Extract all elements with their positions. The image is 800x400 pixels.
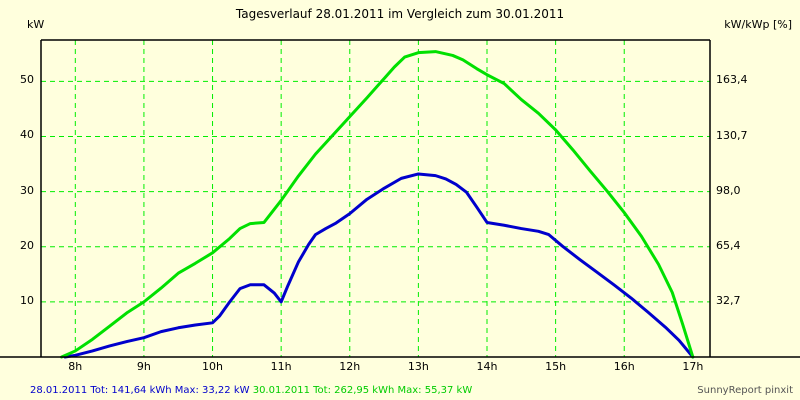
y-axis-right-title: kW/kWp [%] [724,18,792,31]
legend-item-series-a: 28.01.2011 Tot: 141,64 kWh Max: 33,22 kW [30,385,250,396]
x-axis-tick-label: 14h [476,360,498,373]
x-axis-tick-label: 12h [339,360,361,373]
x-axis-tick-label: 17h [682,360,704,373]
x-axis-tick-label: 16h [613,360,635,373]
y-axis-right-tick-label: 163,4 [716,73,748,87]
series-line-a [63,172,695,359]
x-axis-tick-label: 10h [202,360,224,373]
y-axis-left-tick-label: 30 [20,183,34,197]
y-axis-right-tick-label: 130,7 [716,128,748,142]
series-line-b [60,50,695,359]
y-axis-left-tick-label: 20 [20,238,34,252]
y-axis-left-tick-label: 10 [20,293,34,307]
y-axis-right-tick-label: 65,4 [716,238,741,252]
chart-title: Tagesverlauf 28.01.2011 im Vergleich zum… [235,7,565,21]
x-axis-tick-label: 15h [545,360,567,373]
x-axis-tick-label: 11h [270,360,292,373]
plot-background [41,40,710,357]
x-axis-tick-label: 9h [136,360,151,373]
y-axis-left-title: kW [27,18,45,31]
chart-legend: 28.01.2011 Tot: 141,64 kWh Max: 33,22 kW… [30,385,472,396]
y-axis-left-tick-label: 40 [20,128,34,142]
x-axis-tick-label: 13h [407,360,429,373]
watermark-label: SunnyReport pinxit [697,385,793,396]
y-axis-right-tick-label: 98,0 [716,183,741,197]
y-axis-left-tick-label: 50 [20,73,34,87]
legend-item-series-b: 30.01.2011 Tot: 262,95 kWh Max: 55,37 kW [252,385,473,396]
x-axis-tick-label: 8h [68,360,83,373]
y-axis-right-tick-label: 32,7 [716,293,741,307]
